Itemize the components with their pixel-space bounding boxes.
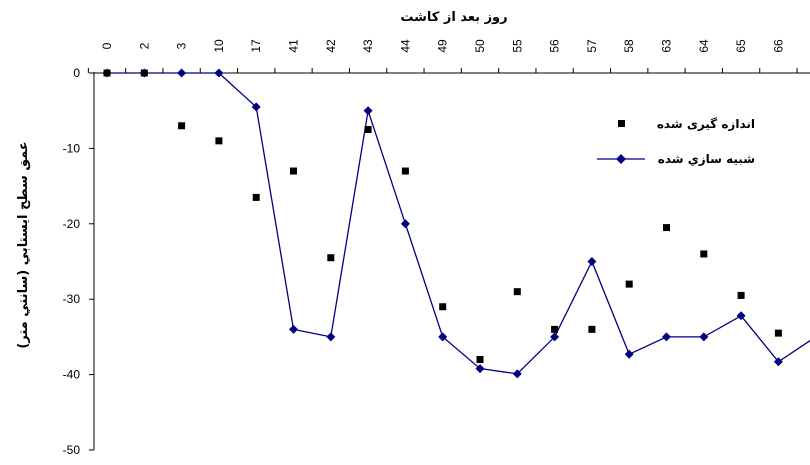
measured-point [140, 69, 148, 77]
y-tick-label: -20 [63, 217, 81, 231]
y-tick-label: -40 [63, 368, 81, 382]
x-tick-label: 66 [771, 39, 785, 53]
simulated-point [736, 311, 746, 321]
y-axis-title: عمق سطح ايستابي (سانتي متر) [16, 141, 31, 348]
legend-label-measured: اندازه گيری شده [657, 117, 755, 131]
measured-point [774, 329, 782, 337]
simulated-point [326, 332, 336, 342]
simulated-point [773, 357, 783, 367]
measured-point [103, 69, 111, 77]
x-tick-label: 55 [510, 39, 524, 53]
y-tick-label: 0 [73, 66, 80, 80]
x-tick-label: 2 [137, 42, 151, 49]
simulated-point [624, 349, 634, 359]
measured-point [700, 250, 708, 258]
x-tick-label: 41 [287, 39, 301, 53]
x-tick-label: 50 [473, 39, 487, 53]
measured-point [476, 356, 484, 364]
legend: اندازه گيری شده شبيه سازي شده [597, 117, 755, 166]
x-tick-label: 57 [585, 39, 599, 53]
simulated-point [587, 257, 597, 266]
x-tick-label: 71 [809, 39, 810, 53]
simulated-point [699, 332, 709, 342]
x-tick-label: 56 [548, 39, 562, 53]
measured-point [625, 280, 633, 288]
legend-marker-measured [618, 120, 625, 127]
x-tick-label: 43 [361, 39, 375, 53]
measured-point [364, 126, 372, 134]
x-tick-label: 3 [175, 42, 189, 49]
x-tick-label: 17 [249, 39, 263, 53]
x-tick-label: 49 [436, 39, 450, 53]
x-tick-label: 63 [660, 39, 674, 53]
x-tick-label: 58 [622, 39, 636, 53]
measured-point [178, 122, 186, 130]
x-axis-title: روز بعد از كاشت [400, 10, 507, 25]
simulated-point [214, 68, 224, 78]
simulated-point [475, 364, 485, 374]
simulated-point [400, 219, 410, 229]
simulated-point [662, 332, 671, 342]
simulated-point [289, 324, 298, 334]
measured-point [737, 291, 745, 299]
y-tick-labels: 0 -10 -20 -30 -40 -50 [63, 66, 81, 457]
simulated-point [363, 106, 373, 116]
simulated-point [512, 369, 522, 379]
y-tick-label: -50 [63, 443, 81, 457]
measured-point [290, 167, 297, 175]
measured-point [327, 254, 335, 262]
x-tick-label: 65 [734, 39, 748, 53]
x-tick-labels: 0 2 3 10 17 41 42 43 44 49 50 55 56 57 58 63 64 65 66 71 [100, 39, 810, 53]
measured-point [439, 303, 447, 311]
measured-point [663, 224, 670, 232]
y-tick-label: -10 [63, 141, 81, 155]
simulated-line [107, 72, 810, 375]
x-tick-label: 42 [324, 39, 338, 53]
x-tick-label: 44 [398, 39, 412, 53]
legend-marker-simulated [616, 154, 626, 164]
plot-area [102, 68, 810, 379]
measured-point [513, 288, 521, 296]
legend-label-simulated: شبيه سازي شده [658, 152, 755, 166]
x-tick-label: 64 [697, 39, 711, 53]
measured-point [588, 325, 596, 333]
measured-point [551, 325, 559, 333]
x-tick-label: 0 [100, 42, 114, 49]
simulated-point [177, 68, 187, 78]
measured-point [215, 137, 223, 145]
x-tick-label: 10 [212, 39, 226, 53]
measured-point [252, 193, 260, 201]
simulated-point [550, 332, 560, 342]
simulated-point [251, 102, 261, 112]
measured-point [401, 167, 409, 175]
y-tick-label: -30 [63, 292, 81, 306]
simulated-point [438, 332, 448, 342]
